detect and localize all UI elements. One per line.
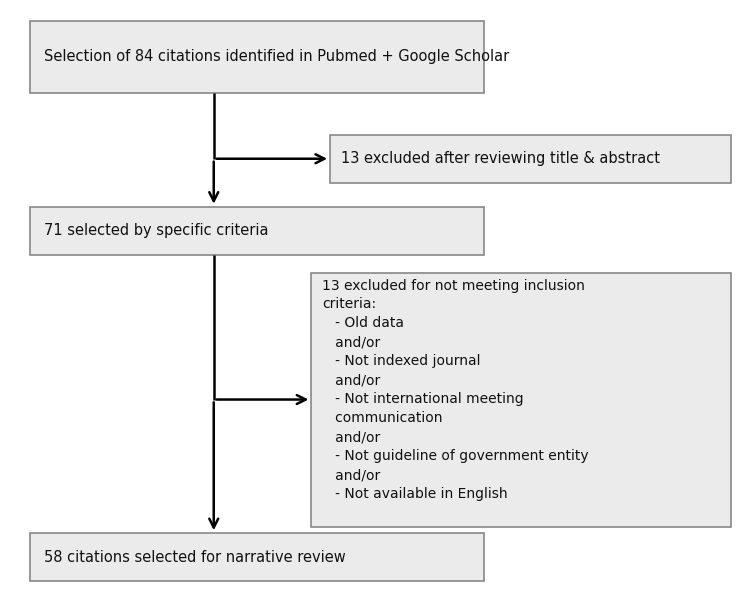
FancyBboxPatch shape: [30, 207, 484, 255]
Text: 58 citations selected for narrative review: 58 citations selected for narrative revi…: [44, 549, 345, 565]
FancyBboxPatch shape: [330, 135, 731, 183]
Text: 13 excluded for not meeting inclusion
criteria:
   - Old data
   and/or
   - Not: 13 excluded for not meeting inclusion cr…: [322, 279, 590, 501]
FancyBboxPatch shape: [311, 273, 731, 527]
Text: 71 selected by specific criteria: 71 selected by specific criteria: [44, 223, 268, 238]
FancyBboxPatch shape: [30, 21, 484, 93]
Text: Selection of 84 citations identified in Pubmed + Google Scholar: Selection of 84 citations identified in …: [44, 49, 508, 65]
FancyBboxPatch shape: [30, 533, 484, 581]
Text: 13 excluded after reviewing title & abstract: 13 excluded after reviewing title & abst…: [341, 151, 660, 167]
